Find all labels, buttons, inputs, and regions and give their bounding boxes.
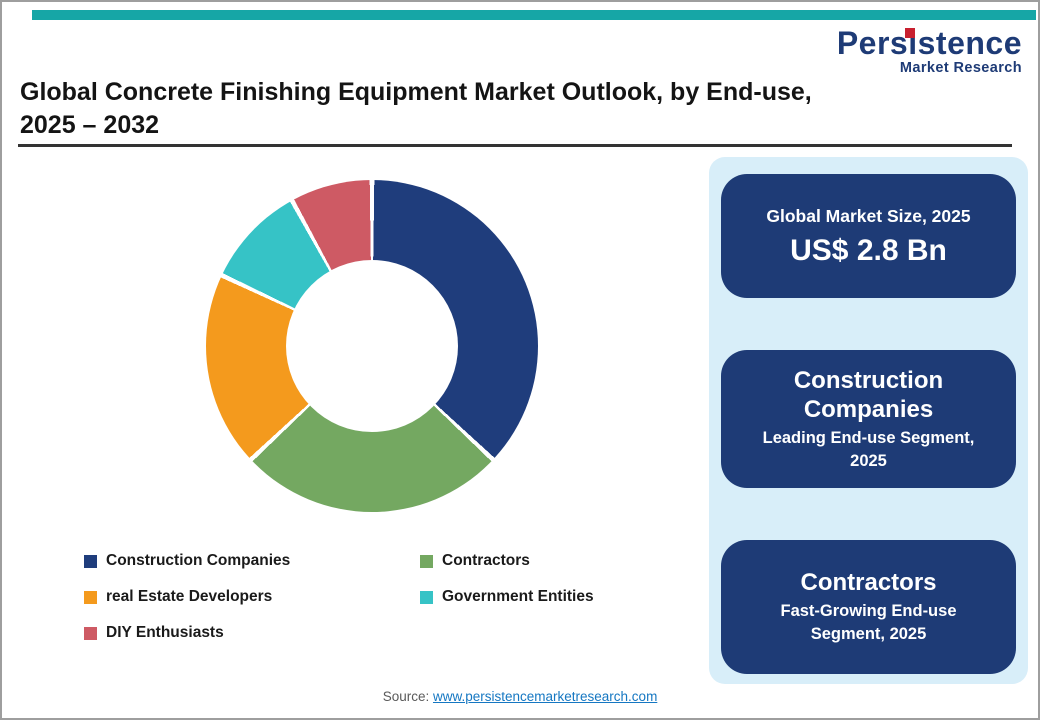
legend-swatch-contractors bbox=[420, 554, 433, 568]
source-link[interactable]: www.persistencemarketresearch.com bbox=[432, 689, 658, 704]
legend-swatch-diy-enthusiasts bbox=[84, 626, 97, 640]
logo-red-dot-icon bbox=[904, 28, 915, 38]
donut-hole bbox=[286, 260, 458, 432]
legend-swatch-construction-companies bbox=[84, 554, 97, 568]
legend-label-diy-enthusiasts: DIY Enthusiasts bbox=[106, 624, 224, 641]
legend-item-contractors: Contractors bbox=[420, 550, 664, 572]
donut-chart bbox=[206, 180, 538, 512]
legend-item-real-estate-developers: real Estate Developers bbox=[84, 586, 420, 608]
legend-label-government-entities: Government Entities bbox=[442, 588, 594, 605]
leading-segment-subtitle: Leading End-use Segment, 2025 bbox=[762, 428, 975, 470]
top-accent-strip bbox=[32, 10, 1036, 20]
leading-segment-card: Construction Companies Leading End-use S… bbox=[721, 350, 1016, 488]
source-line: Source: www.persistencemarketresearch.co… bbox=[2, 689, 1038, 704]
market-size-value: US$ 2.8 Bn bbox=[790, 233, 947, 267]
info-panel: Global Market Size, 2025 US$ 2.8 Bn Cons… bbox=[709, 157, 1028, 684]
legend-swatch-government-entities bbox=[420, 590, 433, 604]
legend-item-diy-enthusiasts: DIY Enthusiasts bbox=[84, 622, 420, 644]
market-size-card: Global Market Size, 2025 US$ 2.8 Bn bbox=[721, 174, 1016, 298]
logo-wordmark: Persistence bbox=[837, 26, 1022, 60]
source-label: Source: bbox=[382, 689, 430, 704]
page-title: Global Concrete Finishing Equipment Mark… bbox=[20, 76, 1012, 142]
fast-growing-segment-title: Contractors bbox=[800, 569, 937, 596]
legend-label-contractors: Contractors bbox=[442, 552, 530, 569]
legend-item-construction-companies: Construction Companies bbox=[84, 550, 420, 572]
fast-growing-segment-subtitle: Fast-Growing End-use Segment, 2025 bbox=[780, 602, 957, 643]
legend-item-government-entities: Government Entities bbox=[420, 586, 664, 608]
logo-tagline: Market Research bbox=[899, 60, 1022, 76]
chart-legend: Construction Companies Contractors real … bbox=[84, 550, 664, 644]
market-size-label: Global Market Size, 2025 bbox=[766, 205, 971, 226]
leading-segment-title: Construction Companies bbox=[793, 366, 944, 423]
title-underline bbox=[18, 144, 1012, 147]
legend-swatch-real-estate-developers bbox=[84, 590, 97, 604]
brand-logo: Persistence Market Research bbox=[837, 26, 1022, 76]
legend-label-real-estate-developers: real Estate Developers bbox=[106, 588, 273, 605]
page-title-line1: Global Concrete Finishing Equipment Mark… bbox=[20, 78, 812, 106]
legend-label-construction-companies: Construction Companies bbox=[106, 552, 291, 569]
page-title-line2: 2025 – 2032 bbox=[20, 111, 160, 139]
logo-wordmark-text: Persistence bbox=[836, 25, 1022, 61]
fast-growing-segment-card: Contractors Fast-Growing End-use Segment… bbox=[721, 540, 1016, 674]
